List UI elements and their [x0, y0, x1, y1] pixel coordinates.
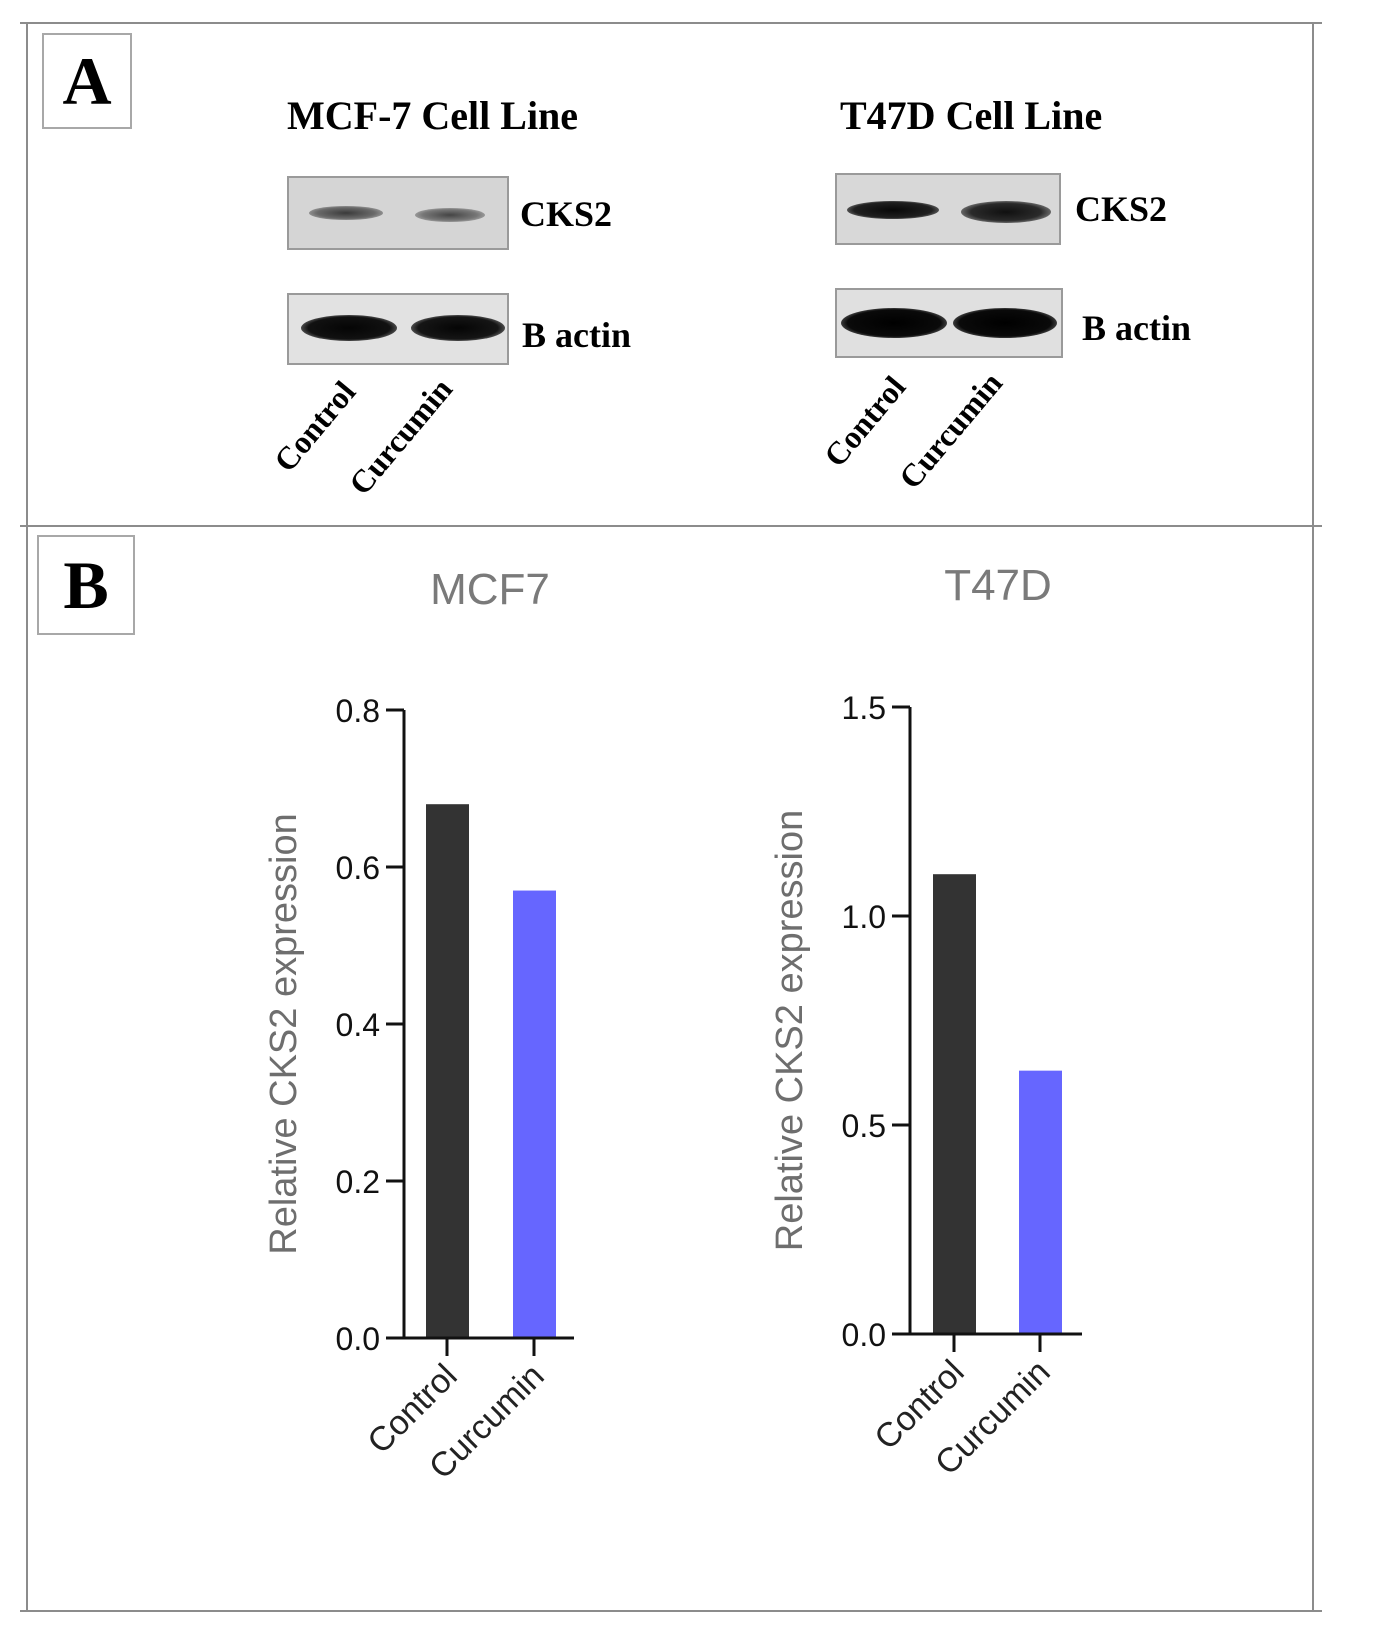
t47d-blot-title: T47D Cell Line: [840, 93, 1103, 138]
mcf7-bactin-label: B actin: [522, 315, 632, 355]
mcf7-blot-title: MCF-7 Cell Line: [287, 93, 579, 138]
t47d-y-tick-label: 0.0: [842, 1317, 886, 1353]
t47d-x-tick-label-curcumin: Curcumin: [928, 1353, 1058, 1483]
t47d-bar-curcumin: [1019, 1070, 1062, 1334]
mcf7-y-axis-label: Relative CKS2 expression: [263, 813, 305, 1254]
mcf7-bactin-control-band: [301, 315, 397, 341]
t47d-cks2-control-band: [847, 201, 939, 219]
mcf7-cks2-control-band: [309, 206, 383, 220]
mcf7-bactin-blot-image: [287, 293, 509, 365]
mcf7-x-tick-label-curcumin: Curcumin: [422, 1357, 552, 1487]
frame-bottom-line: [20, 1610, 1322, 1612]
mcf7-y-tick-label: 0.4: [336, 1007, 380, 1043]
frame-top-line: [20, 22, 1322, 24]
mcf7-cks2-label: CKS2: [520, 194, 613, 234]
frame-right-line: [1312, 22, 1314, 1612]
t47d-y-tick-label: 0.5: [842, 1108, 886, 1144]
t47d-bactin-curcumin-band: [953, 308, 1057, 338]
t47d-y-tick-label: 1.0: [842, 899, 886, 935]
t47d-cks2-blot-image: [835, 173, 1061, 245]
mcf7-y-tick-label: 0.6: [336, 850, 380, 886]
panel-b-letter-box: B: [37, 535, 135, 635]
panel-b-letter: B: [63, 546, 109, 623]
panel-a-letter-box: A: [42, 33, 132, 129]
mcf7-cks2-blot-image: [287, 176, 509, 250]
mcf7-bar-control: [426, 804, 469, 1338]
t47d-bactin-blot-image: [835, 288, 1063, 358]
mcf7-y-tick-label: 0.8: [336, 693, 380, 729]
t47d-bar-control: [933, 874, 976, 1334]
t47d-cks2-curcumin-band: [961, 201, 1051, 223]
mcf7-cks2-curcumin-band: [415, 208, 485, 222]
t47d-y-tick-label: 1.5: [842, 690, 886, 726]
t47d-bactin-label: B actin: [1082, 308, 1192, 348]
mcf7-y-tick-label: 0.0: [336, 1321, 380, 1357]
panel-a-letter: A: [62, 42, 112, 119]
mcf7-lane-label-curcumin: Curcumin: [341, 371, 460, 502]
t47d-chart-title: T47D: [944, 561, 1052, 610]
t47d-lane-label-curcumin: Curcumin: [891, 365, 1010, 496]
mcf7-bactin-curcumin-band: [411, 315, 505, 341]
mcf7-chart-title: MCF7: [430, 565, 550, 614]
mcf7-bar-curcumin: [513, 890, 556, 1338]
mcf7-x-tick-label-control: Control: [360, 1357, 464, 1461]
frame-left-line: [26, 22, 28, 1612]
t47d-y-axis-label: Relative CKS2 expression: [769, 810, 811, 1251]
t47d-bactin-control-band: [841, 308, 947, 338]
mcf7-y-tick-label: 0.2: [336, 1164, 380, 1200]
t47d-x-tick-label-control: Control: [867, 1353, 971, 1457]
t47d-cks2-label: CKS2: [1075, 189, 1168, 229]
t47d-lane-label-control: Control: [816, 368, 913, 474]
mcf7-lane-label-control: Control: [266, 373, 363, 479]
frame-divider-line: [20, 525, 1322, 527]
